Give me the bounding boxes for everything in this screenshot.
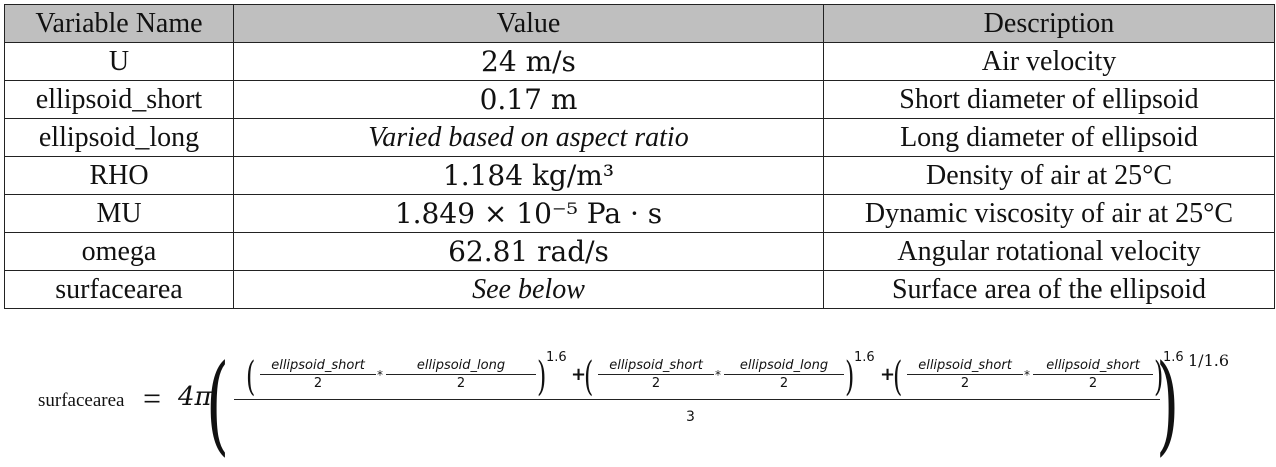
formula-outer-exponent: 1/1.6 xyxy=(1188,351,1230,370)
cell-value: 62.81 rad/s xyxy=(233,232,824,271)
table-header-row: Variable Name Value Description xyxy=(4,4,1275,43)
formula-equals: = xyxy=(143,380,162,416)
cell-description: Angular rotational velocity xyxy=(823,232,1275,271)
cell-value: 1.849 × 10⁻⁵ Pa · s xyxy=(233,194,824,233)
term-exponent: 1.6 xyxy=(1163,350,1184,365)
outer-left-paren: ( xyxy=(206,342,230,467)
term-exponent: 1.6 xyxy=(546,350,567,365)
cell-variable-name: RHO xyxy=(4,156,234,195)
cell-variable-name: ellipsoid_long xyxy=(4,118,234,157)
formula-plus: + xyxy=(571,364,587,385)
cell-value: 24 m/s xyxy=(233,42,824,81)
formula-denominator: 3 xyxy=(686,409,695,425)
term-fraction-b: ellipsoid_long 2 xyxy=(724,358,844,393)
term-times: * xyxy=(715,368,721,382)
term-left-paren: ( xyxy=(584,354,594,400)
cell-description: Long diameter of ellipsoid xyxy=(823,118,1275,157)
cell-description: Dynamic viscosity of air at 25°C xyxy=(823,194,1275,233)
term-fraction-a: ellipsoid_short 2 xyxy=(260,358,376,393)
table-row: U 24 m/s Air velocity xyxy=(4,42,1275,81)
formula-coefficient: 4π xyxy=(178,382,212,412)
cell-variable-name: surfacearea xyxy=(4,270,234,309)
term-fraction-b: ellipsoid_long 2 xyxy=(386,358,536,393)
table-row: omega 62.81 rad/s Angular rotational vel… xyxy=(4,232,1275,271)
variables-table: Variable Name Value Description U 24 m/s… xyxy=(4,4,1275,309)
term-fraction-a: ellipsoid_short 2 xyxy=(598,358,714,393)
cell-variable-name: MU xyxy=(4,194,234,233)
outer-right-paren: ) xyxy=(1156,342,1180,467)
cell-variable-name: U xyxy=(4,42,234,81)
cell-value: Varied based on aspect ratio xyxy=(233,118,824,157)
header-value: Value xyxy=(233,4,824,43)
header-variable-name: Variable Name xyxy=(4,4,234,43)
formula-lhs: surfacearea xyxy=(38,390,125,411)
surface-area-formula: surfacearea = 4π ( ) 1/1.6 3 ( ellipsoid… xyxy=(38,342,1270,467)
term-right-paren: ) xyxy=(537,354,547,400)
term-fraction-a: ellipsoid_short 2 xyxy=(907,358,1023,393)
formula-plus: + xyxy=(880,364,896,385)
term-exponent: 1.6 xyxy=(854,350,875,365)
main-fraction-bar xyxy=(234,399,1160,400)
term-fraction-b: ellipsoid_short 2 xyxy=(1033,358,1153,393)
header-description: Description xyxy=(823,4,1275,43)
term-times: * xyxy=(1024,368,1030,382)
table-row: ellipsoid_long Varied based on aspect ra… xyxy=(4,118,1275,157)
cell-variable-name: ellipsoid_short xyxy=(4,80,234,119)
term-times: * xyxy=(377,368,383,382)
table-row: MU 1.849 × 10⁻⁵ Pa · s Dynamic viscosity… xyxy=(4,194,1275,233)
term-left-paren: ( xyxy=(246,354,256,400)
cell-description: Density of air at 25°C xyxy=(823,156,1275,195)
table-row: surfacearea See below Surface area of th… xyxy=(4,270,1275,309)
table-row: ellipsoid_short 0.17 m Short diameter of… xyxy=(4,80,1275,119)
term-right-paren: ) xyxy=(845,354,855,400)
term-right-paren: ) xyxy=(1154,354,1164,400)
cell-description: Air velocity xyxy=(823,42,1275,81)
table-row: RHO 1.184 kg/m³ Density of air at 25°C xyxy=(4,156,1275,195)
term-left-paren: ( xyxy=(893,354,903,400)
cell-value: 1.184 kg/m³ xyxy=(233,156,824,195)
cell-value: See below xyxy=(233,270,824,309)
cell-description: Surface area of the ellipsoid xyxy=(823,270,1275,309)
cell-value: 0.17 m xyxy=(233,80,824,119)
cell-description: Short diameter of ellipsoid xyxy=(823,80,1275,119)
cell-variable-name: omega xyxy=(4,232,234,271)
